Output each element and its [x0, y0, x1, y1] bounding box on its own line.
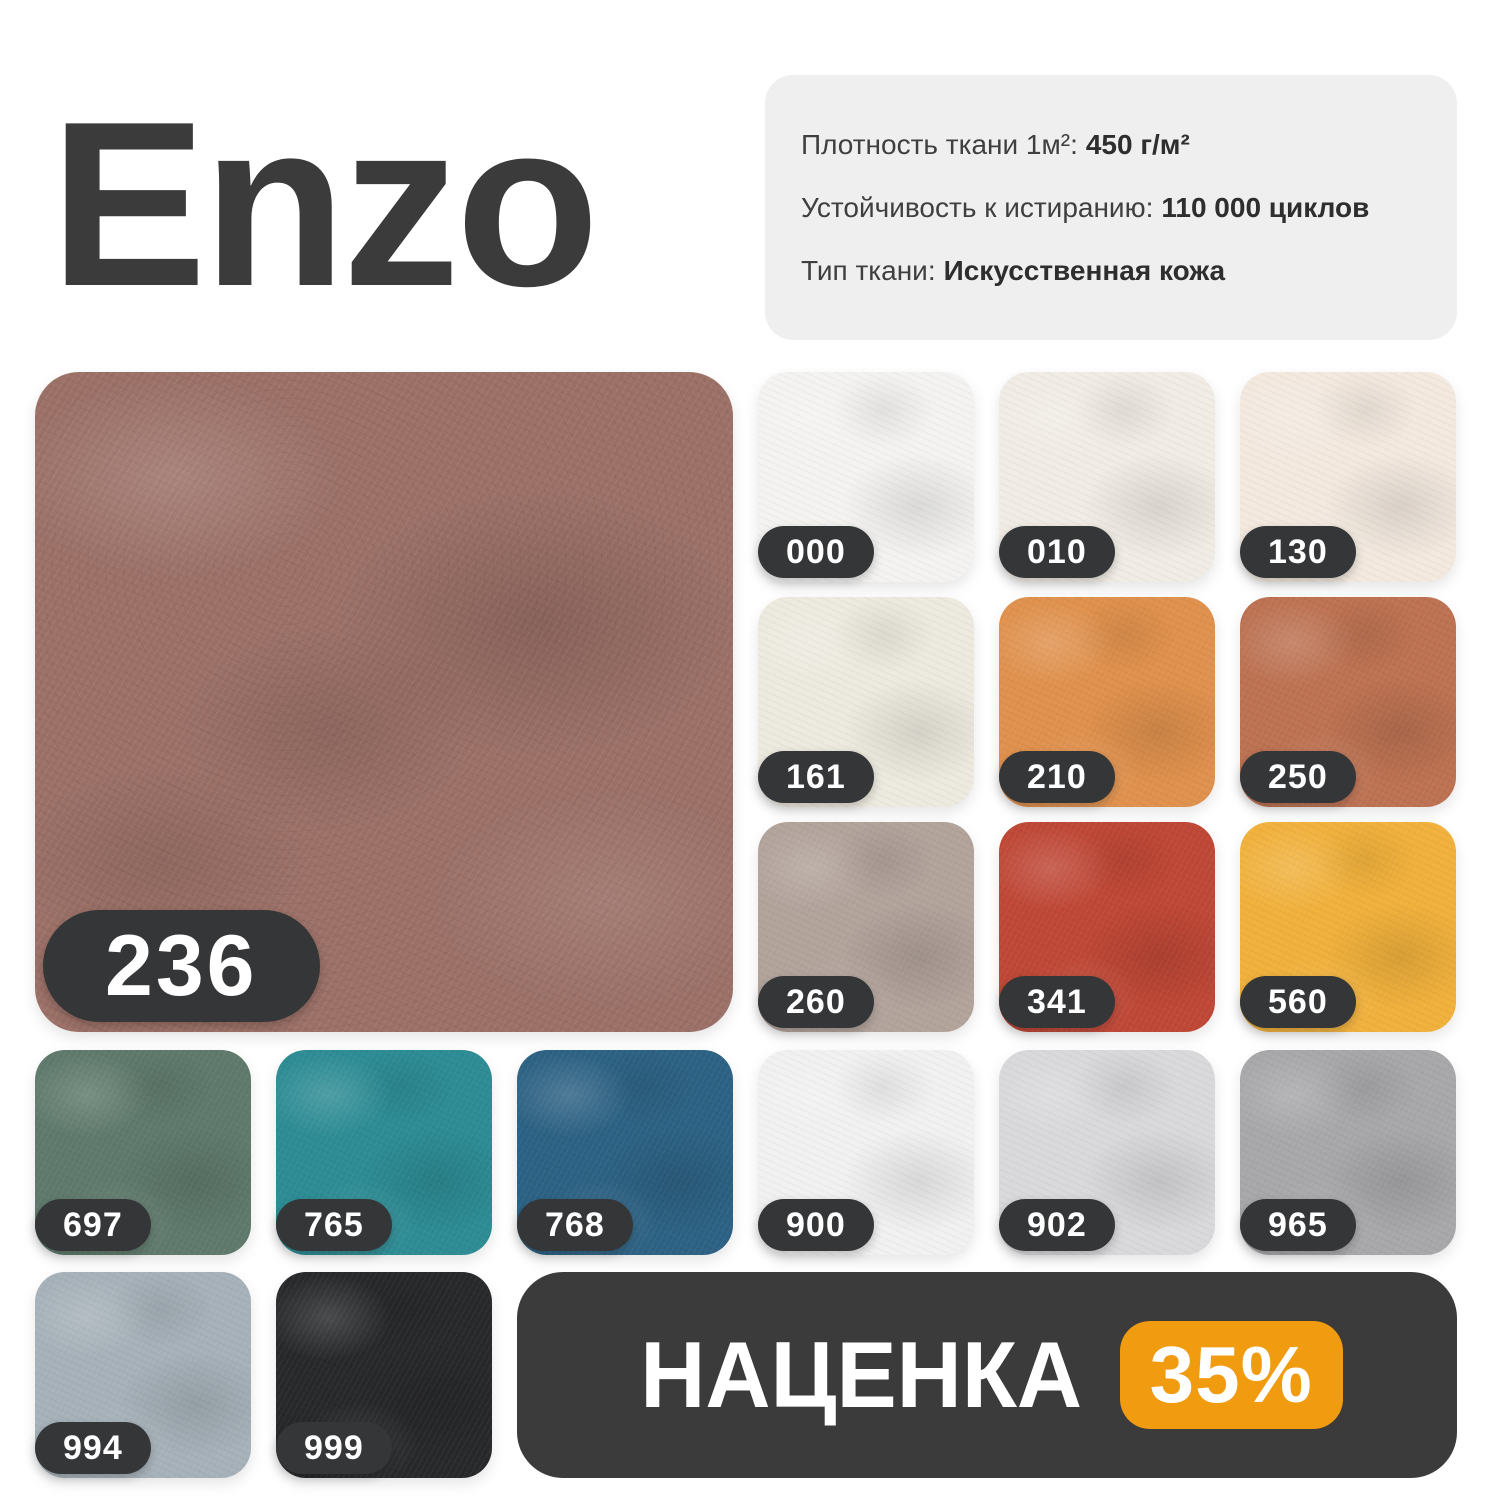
swatch-code-pill: 000: [758, 526, 874, 578]
specs-card: Плотность ткани 1м²: 450 г/м² Устойчивост…: [765, 75, 1457, 340]
spec-value: 110 000 циклов: [1161, 191, 1370, 223]
spec-label: Тип ткани:: [801, 254, 936, 286]
main-swatch-code-pill: 236: [43, 910, 320, 1022]
swatch-row-middle: 697 765 768 900 902 965: [35, 1050, 1456, 1255]
product-title: Enzo: [50, 72, 599, 335]
swatch-row-bottom: 994 999: [35, 1272, 492, 1478]
swatch-210: 210: [999, 597, 1215, 807]
swatch-161: 161: [758, 597, 974, 807]
swatch-code-pill: 900: [758, 1199, 874, 1251]
spec-line-abrasion: Устойчивость к истиранию: 110 000 циклов: [801, 191, 1457, 223]
swatch-994: 994: [35, 1272, 251, 1478]
swatch-code-pill: 768: [517, 1199, 633, 1251]
swatch-code-pill: 697: [35, 1199, 151, 1251]
swatch-341: 341: [999, 822, 1215, 1032]
swatch-260: 260: [758, 822, 974, 1032]
swatch-code-pill: 994: [35, 1422, 151, 1474]
swatch-code-pill: 560: [1240, 976, 1356, 1028]
spec-label: Плотность ткани 1м²:: [801, 128, 1078, 160]
markup-percent-badge: 35%: [1119, 1321, 1343, 1429]
swatch-765: 765: [276, 1050, 492, 1255]
swatch-code-pill: 161: [758, 751, 874, 803]
swatch-010: 010: [999, 372, 1215, 582]
spec-label: Устойчивость к истиранию:: [801, 191, 1154, 223]
spec-line-type: Тип ткани: Искусственная кожа: [801, 254, 1457, 286]
swatch-code-pill: 999: [276, 1422, 392, 1474]
swatch-code-pill: 260: [758, 976, 874, 1028]
swatch-697: 697: [35, 1050, 251, 1255]
swatch-code-pill: 130: [1240, 526, 1356, 578]
swatch-000: 000: [758, 372, 974, 582]
swatch-code-pill: 210: [999, 751, 1115, 803]
markup-banner: НАЦЕНКА 35%: [517, 1272, 1457, 1478]
spec-value: 450 г/м²: [1085, 128, 1190, 160]
swatch-900: 900: [758, 1050, 974, 1255]
swatch-768: 768: [517, 1050, 733, 1255]
markup-banner-label: НАЦЕНКА: [640, 1322, 1083, 1427]
swatch-code-pill: 965: [1240, 1199, 1356, 1251]
swatch-999: 999: [276, 1272, 492, 1478]
swatch-code-pill: 765: [276, 1199, 392, 1251]
swatch-560: 560: [1240, 822, 1456, 1032]
swatch-code-pill: 341: [999, 976, 1115, 1028]
swatch-code-pill: 250: [1240, 751, 1356, 803]
spec-line-density: Плотность ткани 1м²: 450 г/м²: [801, 128, 1457, 160]
spec-value: Искусственная кожа: [943, 254, 1226, 286]
swatch-250: 250: [1240, 597, 1456, 807]
swatch-code-pill: 902: [999, 1199, 1115, 1251]
swatch-965: 965: [1240, 1050, 1456, 1255]
swatch-902: 902: [999, 1050, 1215, 1255]
swatch-grid-right: 000 010 130 161 210 250 260 341 560: [758, 372, 1456, 1032]
swatch-code-pill: 010: [999, 526, 1115, 578]
swatch-130: 130: [1240, 372, 1456, 582]
main-swatch: 236: [35, 372, 733, 1032]
